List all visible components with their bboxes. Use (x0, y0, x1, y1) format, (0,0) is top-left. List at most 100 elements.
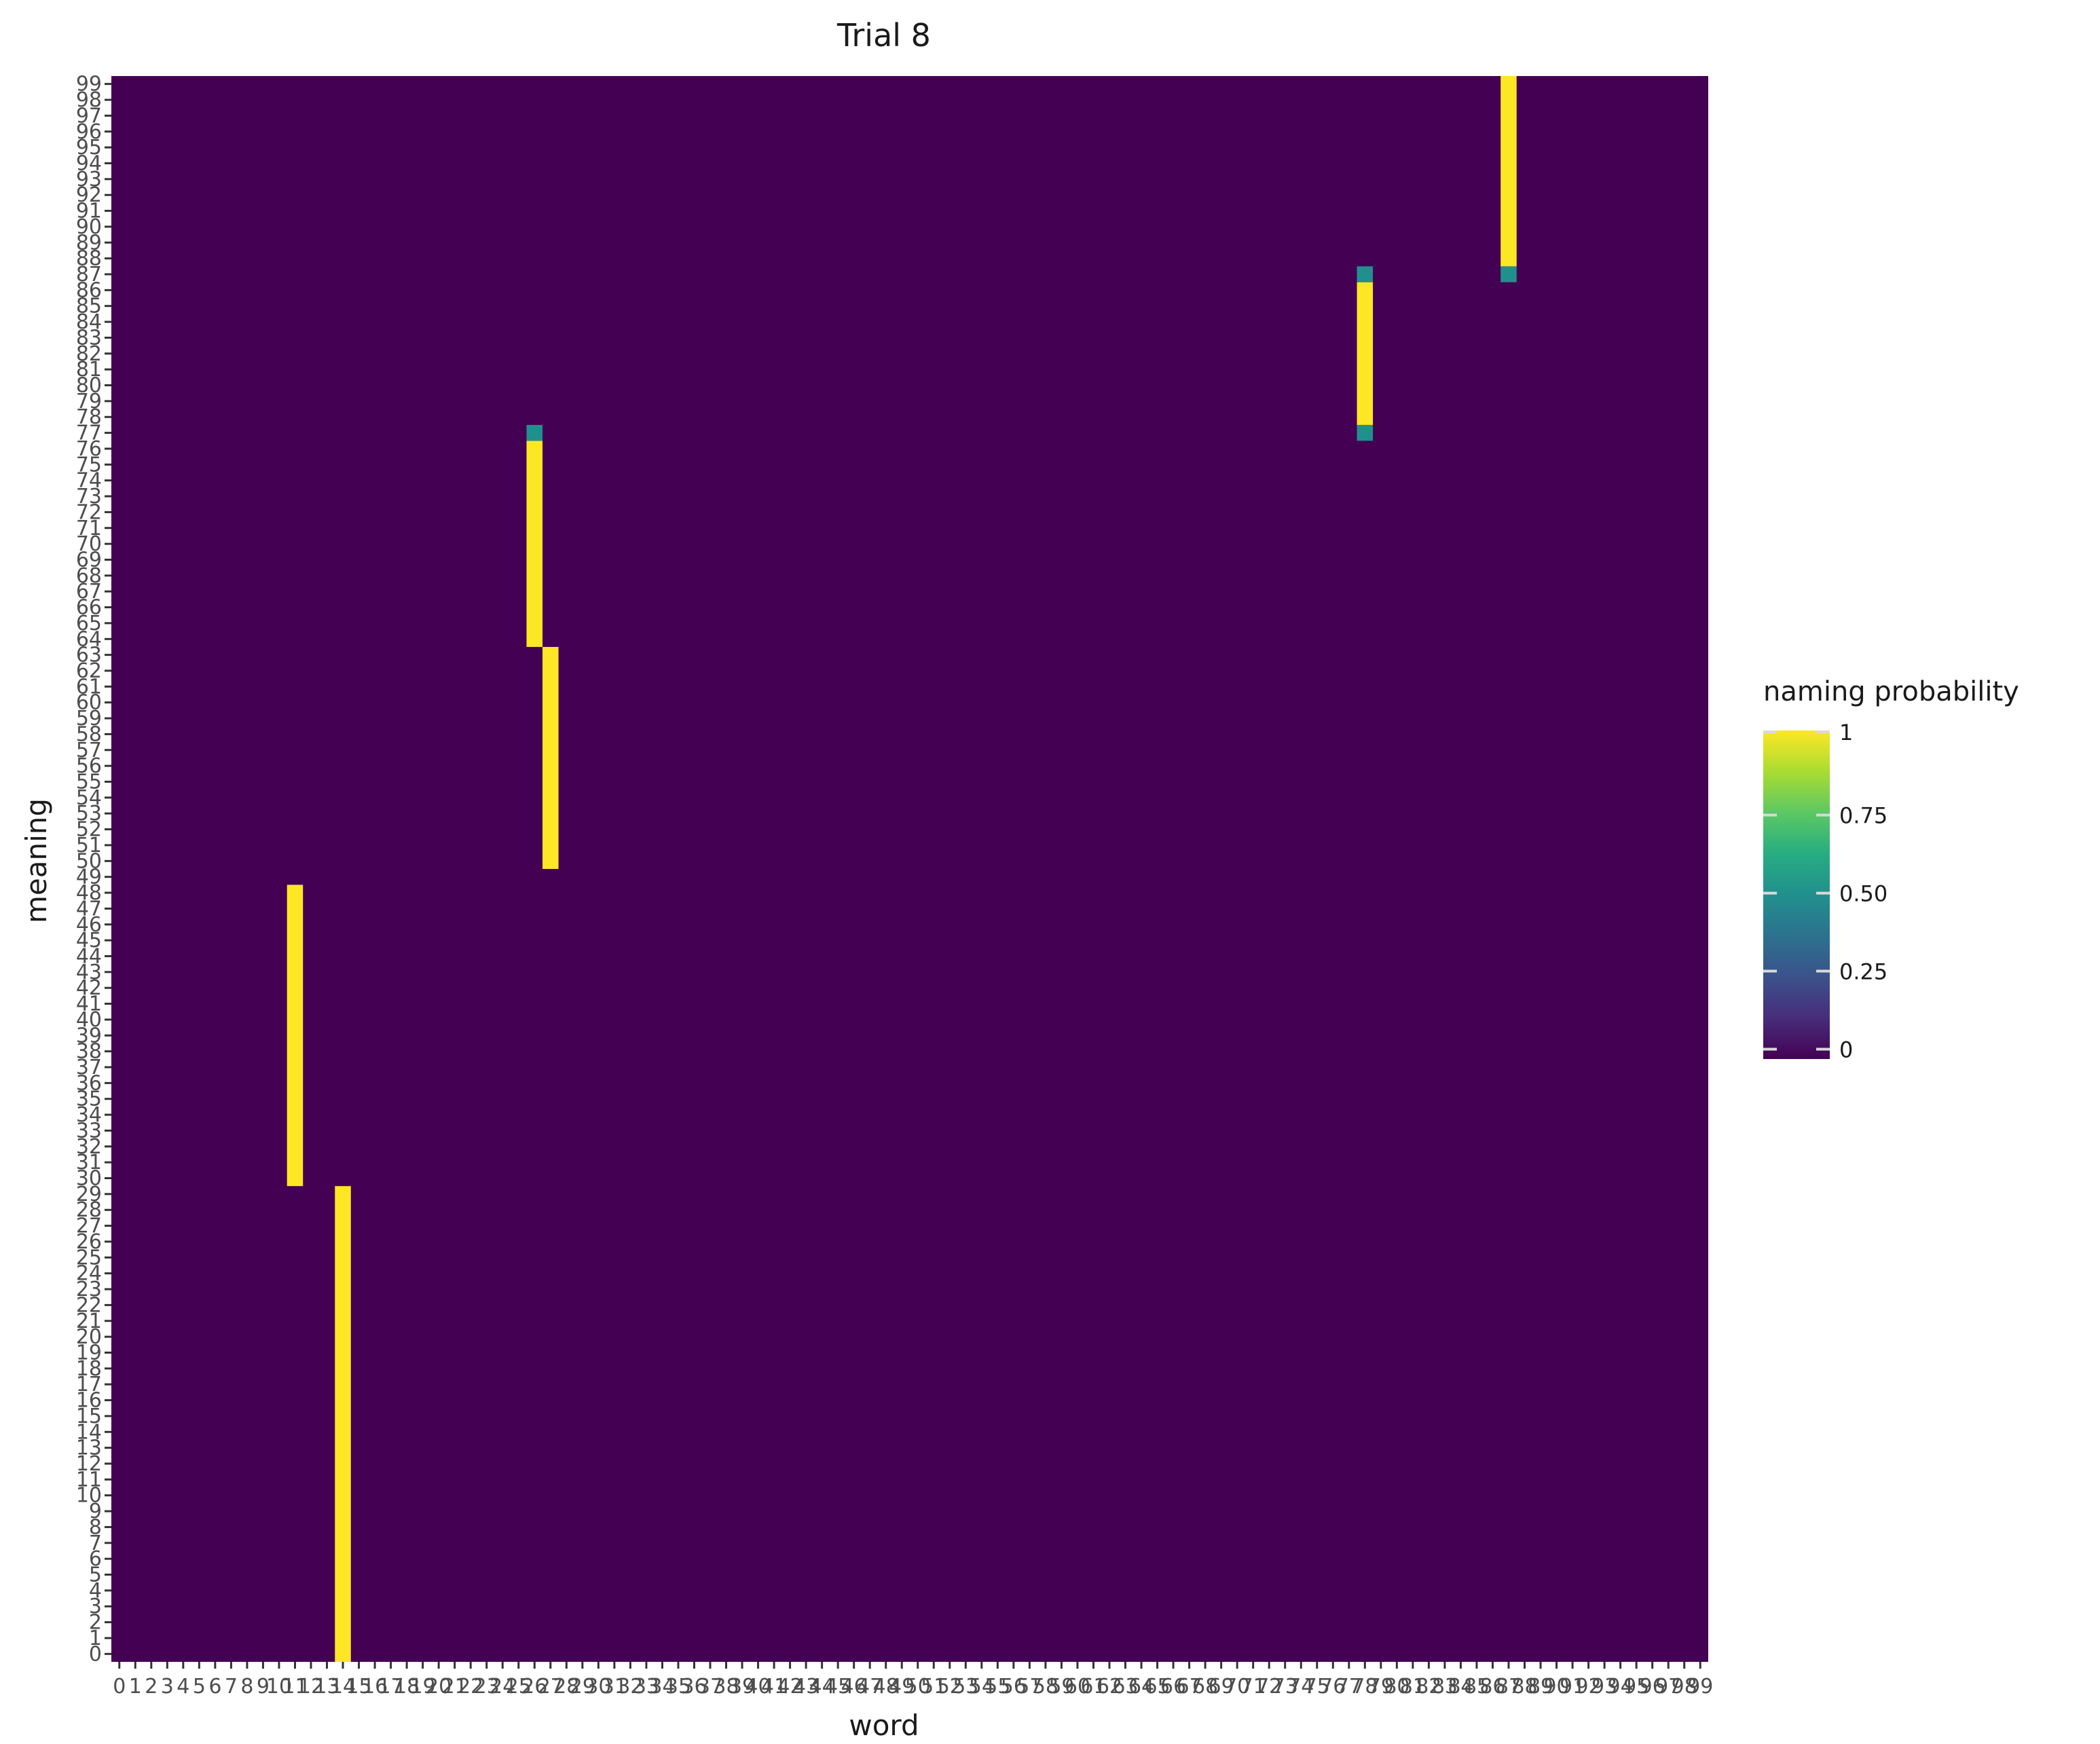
x-tick-label: 20 (426, 1675, 452, 1699)
x-tick-label: 87 (1496, 1675, 1522, 1699)
y-tick-label: 40 (76, 1008, 102, 1032)
y-tick-label: 92 (76, 183, 102, 207)
x-tick-label: 35 (665, 1675, 691, 1699)
y-tick-label: 33 (76, 1119, 102, 1143)
y-tick-label: 64 (76, 627, 102, 651)
y-tick-label: 9 (89, 1500, 102, 1523)
heatmap-cell (542, 646, 559, 869)
x-tick-label: 8 (240, 1675, 253, 1699)
y-tick-label: 18 (76, 1357, 102, 1381)
y-tick-label: 3 (89, 1595, 102, 1618)
x-tick-label: 98 (1672, 1675, 1697, 1699)
heatmap-cell (1357, 282, 1374, 425)
y-tick-label: 63 (76, 644, 102, 667)
y-tick-label: 93 (76, 168, 102, 191)
y-tick-label: 45 (76, 929, 102, 952)
y-tick-label: 20 (76, 1325, 102, 1349)
x-tick-label: 91 (1560, 1675, 1585, 1699)
y-tick-label: 54 (76, 786, 102, 810)
heatmap-cell (335, 1186, 351, 1662)
heatmap-cell (526, 441, 543, 647)
x-tick-label: 88 (1511, 1675, 1537, 1699)
chart-title: Trial 8 (836, 17, 931, 54)
x-tick-label: 79 (1368, 1675, 1394, 1699)
x-axis-title: word (849, 1709, 919, 1742)
x-tick-label: 43 (793, 1675, 819, 1699)
x-tick-label: 42 (777, 1675, 803, 1699)
x-tick-label: 70 (1224, 1675, 1250, 1699)
heatmap-cell (287, 885, 303, 1187)
x-tick-label: 46 (841, 1675, 867, 1699)
y-tick-label: 91 (76, 200, 102, 223)
y-tick-label: 12 (76, 1452, 102, 1476)
x-tick-label: 44 (809, 1675, 835, 1699)
x-tick-label: 61 (1080, 1675, 1106, 1699)
x-tick-label: 58 (1033, 1675, 1058, 1699)
x-tick-label: 64 (1128, 1675, 1154, 1699)
y-tick-label: 52 (76, 818, 102, 842)
y-tick-label: 75 (76, 453, 102, 477)
y-tick-label: 1 (89, 1627, 102, 1650)
y-tick-label: 34 (76, 1103, 102, 1127)
x-tick-label: 96 (1640, 1675, 1665, 1699)
y-tick-label: 25 (76, 1246, 102, 1269)
x-tick-label: 33 (633, 1675, 659, 1699)
x-tick-label: 95 (1623, 1675, 1649, 1699)
y-tick-label: 14 (76, 1420, 102, 1444)
y-tick-label: 35 (76, 1088, 102, 1111)
x-tick-label: 84 (1448, 1675, 1473, 1699)
x-tick-label: 65 (1144, 1675, 1170, 1699)
y-tick-label: 96 (76, 120, 102, 144)
x-tick-label: 22 (458, 1675, 483, 1699)
y-tick-label: 94 (76, 151, 102, 175)
y-tick-label: 16 (76, 1389, 102, 1413)
x-tick-label: 63 (1112, 1675, 1138, 1699)
x-tick-label: 59 (1048, 1675, 1074, 1699)
x-tick-label: 0 (113, 1675, 126, 1699)
x-tick-label: 97 (1655, 1675, 1681, 1699)
y-tick-label: 81 (76, 358, 102, 382)
y-tick-label: 65 (76, 612, 102, 635)
x-tick-label: 77 (1336, 1675, 1362, 1699)
x-tick-label: 71 (1240, 1675, 1266, 1699)
y-tick-label: 56 (76, 754, 102, 778)
colorbar-ticks: 1 0.75 0.50 0.25 0 (1763, 720, 1887, 1062)
y-tick-label: 28 (76, 1198, 102, 1222)
x-tick-label: 75 (1304, 1675, 1330, 1699)
x-tick-label: 92 (1576, 1675, 1602, 1699)
y-tick-label: 6 (89, 1547, 102, 1571)
legend-tick-label: 0.25 (1839, 959, 1887, 985)
y-tick-label: 57 (76, 739, 102, 762)
x-tick-label: 9 (257, 1675, 270, 1699)
x-tick-label: 80 (1384, 1675, 1410, 1699)
x-tick-label: 54 (969, 1675, 995, 1699)
x-tick-label: 17 (378, 1675, 404, 1699)
y-tick-label: 17 (76, 1373, 102, 1396)
y-tick-label: 24 (76, 1262, 102, 1286)
y-tick-label: 99 (76, 73, 102, 96)
legend-tick-label: 0 (1839, 1037, 1853, 1062)
y-tick-label: 46 (76, 913, 102, 937)
heatmap-background (111, 76, 1708, 1662)
x-tick-label: 73 (1272, 1675, 1298, 1699)
heatmap-cell (526, 424, 543, 441)
y-tick-label: 27 (76, 1214, 102, 1238)
y-tick-label: 88 (76, 247, 102, 271)
y-tick-label: 51 (76, 834, 102, 857)
y-tick-label: 83 (76, 326, 102, 350)
y-tick-label: 44 (76, 944, 102, 968)
y-tick-label: 60 (76, 691, 102, 715)
x-axis: 0 1 2 3 4 5 6 7 8 9101112131415161718192021222324… (113, 1662, 1713, 1699)
y-tick-label: 39 (76, 1024, 102, 1047)
y-tick-label: 50 (76, 849, 102, 873)
y-tick-label: 42 (76, 976, 102, 1000)
x-tick-label: 85 (1464, 1675, 1490, 1699)
y-tick-label: 86 (76, 278, 102, 302)
y-tick-label: 58 (76, 722, 102, 746)
x-tick-label: 5 (193, 1675, 206, 1699)
y-tick-label: 98 (76, 88, 102, 112)
legend-title: naming probability (1763, 676, 2019, 707)
y-tick-label: 82 (76, 342, 102, 366)
heatmap-cell (1357, 266, 1374, 282)
y-tick-label: 90 (76, 215, 102, 239)
